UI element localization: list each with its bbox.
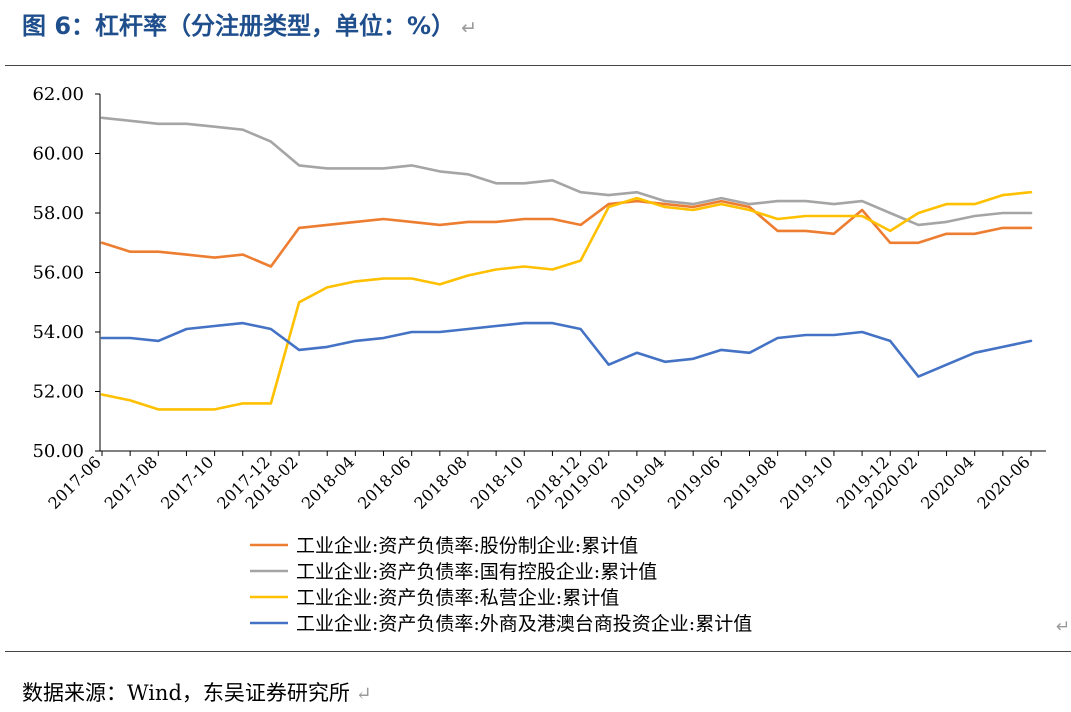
x-tick-label: 2017-10 (157, 452, 217, 512)
x-tick-label: 2019-08 (720, 452, 780, 512)
source-text: 数据来源：Wind，东吴证券研究所 (22, 681, 350, 705)
y-tick-label: 58.00 (32, 203, 84, 224)
series-line-3 (100, 190, 1033, 411)
legend-label-3: 工业企业:资产负债率:私营企业:累计值 (296, 587, 619, 609)
x-tick-labels: 2017-062017-082017-102017-122018-022018-… (44, 452, 1033, 512)
return-mark-icon-2: ↵ (1056, 617, 1070, 637)
return-mark-icon-3: ↵ (355, 683, 372, 705)
legend-label-2: 工业企业:资产负债率:国有控股企业:累计值 (296, 561, 657, 583)
y-tick-label: 50.00 (32, 441, 84, 462)
line-chart: 50.00 52.00 54.00 56.00 58.00 60.00 62.00 2017… (32, 84, 1070, 637)
x-tick-label: 2019-10 (776, 452, 836, 512)
chart-axes (95, 93, 1046, 456)
return-mark-icon: ↵ (461, 17, 478, 39)
series-line-2 (100, 116, 1033, 227)
y-tick-label: 62.00 (32, 84, 84, 105)
y-tick-label: 54.00 (32, 322, 84, 343)
series-line-1 (100, 199, 1033, 268)
x-tick-label: 2017-08 (101, 452, 161, 512)
x-tick-label: 2018-08 (410, 452, 470, 512)
series-lines (100, 116, 1033, 411)
x-tick-label: 2019-06 (664, 452, 724, 512)
legend-label-1: 工业企业:资产负债率:股份制企业:累计值 (296, 535, 638, 557)
bottom-rule (5, 651, 1071, 652)
y-tick-label: 52.00 (32, 382, 84, 403)
x-tick-label: 2018-06 (354, 452, 414, 512)
y-tick-label: 56.00 (32, 263, 84, 284)
x-tick-label: 2020-06 (973, 452, 1033, 512)
chart-legend: 工业企业:资产负债率:股份制企业:累计值工业企业:资产负债率:国有控股企业:累计… (250, 535, 752, 635)
y-tick-label: 60.00 (32, 144, 84, 165)
x-tick-label: 2019-04 (607, 452, 667, 512)
x-tick-label: 2018-04 (298, 452, 358, 512)
x-tick-label: 2020-04 (917, 452, 977, 512)
legend-label-4: 工业企业:资产负债率:外商及港澳台商投资企业:累计值 (296, 613, 752, 635)
source-note: 数据来源：Wind，东吴证券研究所 ↵ (22, 678, 372, 708)
figure-title: 图 6：杠杆率（分注册类型，单位：%） ↵ (22, 8, 477, 44)
x-tick-label: 2018-10 (467, 452, 527, 512)
figure-title-text: 图 6：杠杆率（分注册类型，单位：%） (22, 12, 456, 40)
y-tick-labels: 50.00 52.00 54.00 56.00 58.00 60.00 62.00 (32, 84, 84, 462)
series-line-4 (100, 321, 1033, 378)
top-rule (5, 65, 1071, 66)
